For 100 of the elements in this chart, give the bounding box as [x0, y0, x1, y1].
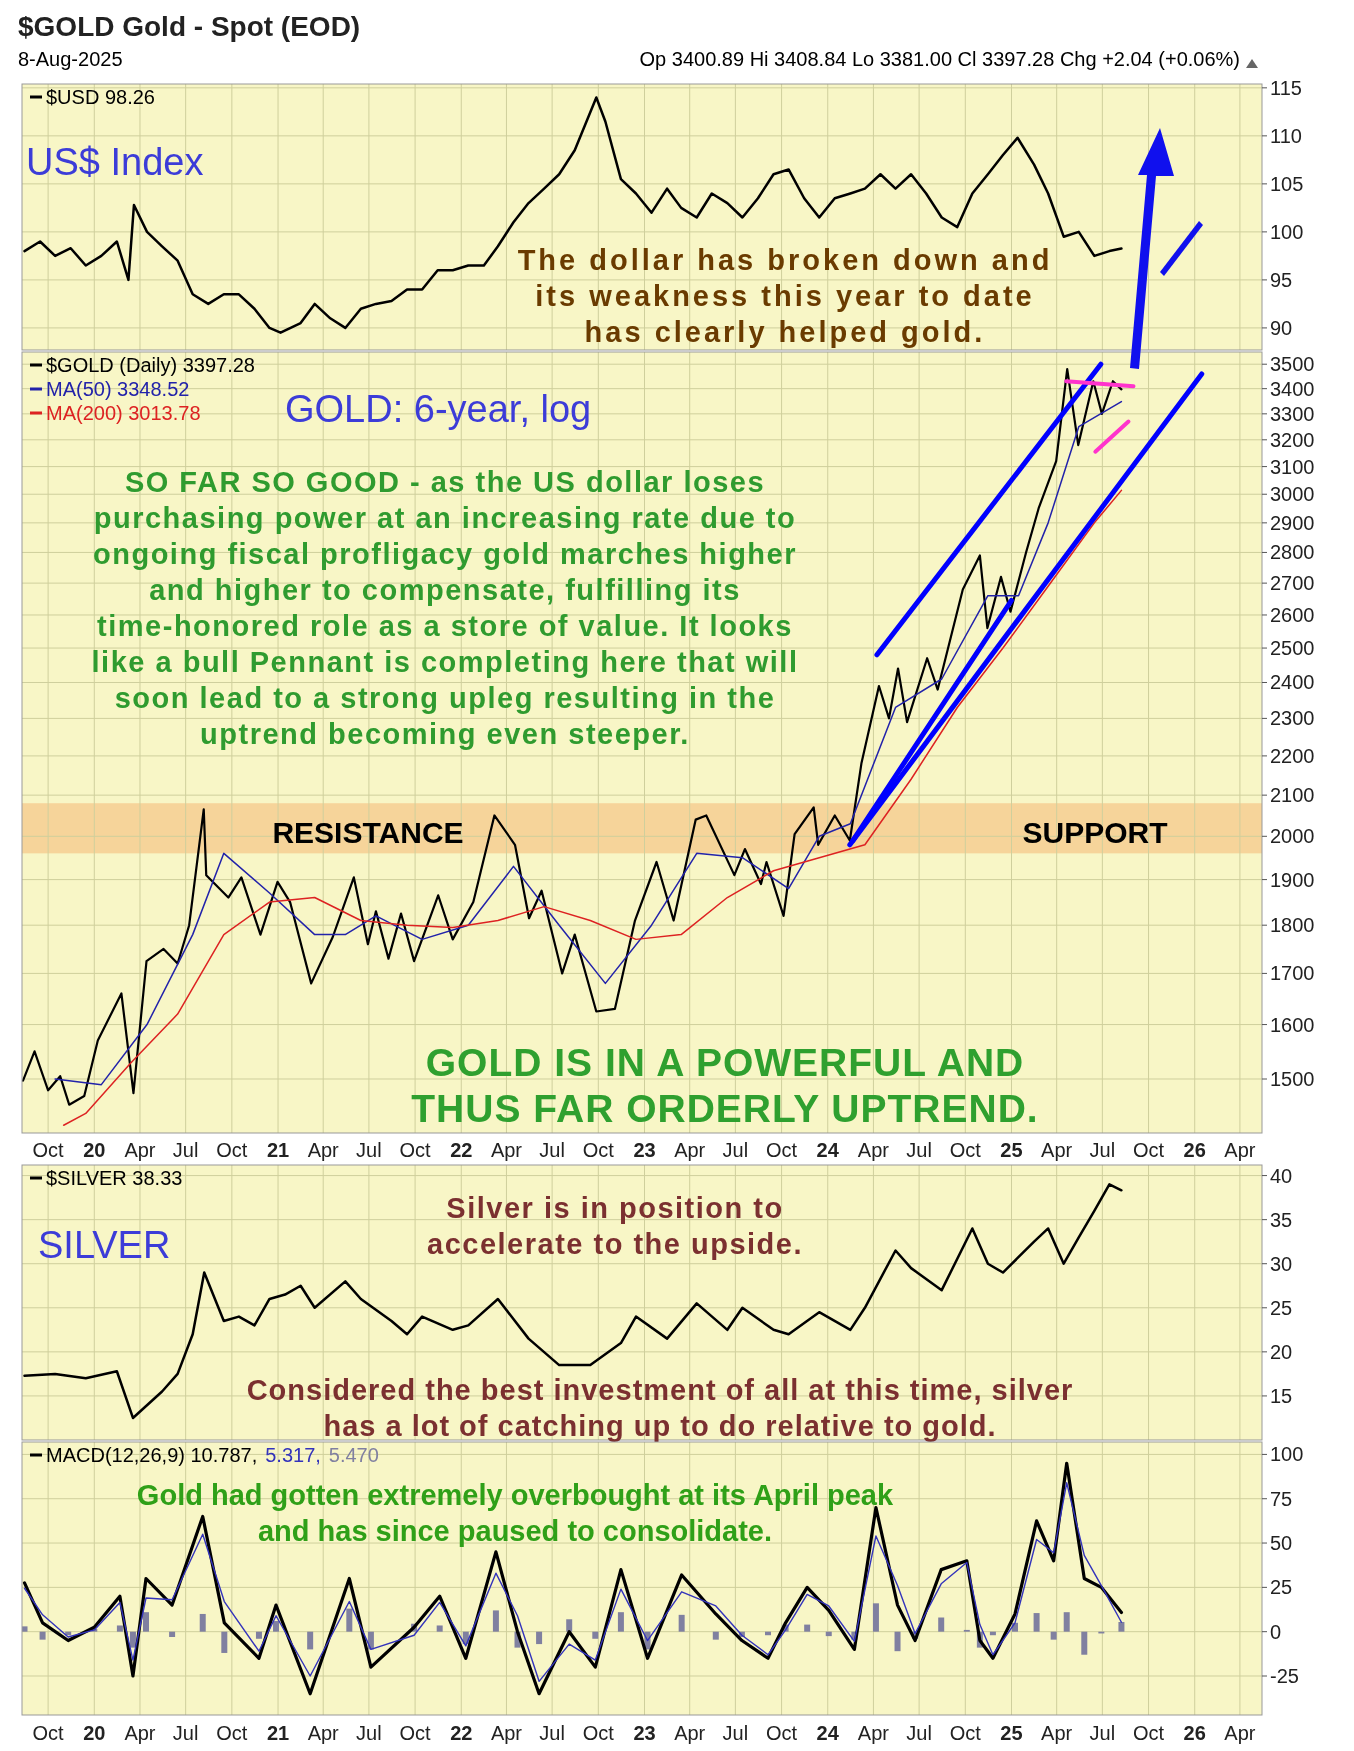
x-tick-label: Jul — [172, 1722, 199, 1744]
x-tick-label: Oct — [949, 1139, 982, 1161]
y-tick-label: 30 — [1270, 1252, 1293, 1275]
x-tick-label: Apr — [490, 1139, 523, 1161]
x-tick-label: Oct — [399, 1139, 432, 1161]
x-tick-label: 24 — [816, 1722, 840, 1744]
x-tick-label: 26 — [1183, 1722, 1206, 1744]
x-tick-label: Apr — [124, 1139, 156, 1161]
x-tick-label: Apr — [674, 1139, 706, 1161]
x-tick-label: 24 — [816, 1139, 840, 1161]
x-tick-label: Apr — [674, 1722, 706, 1744]
y-tick-label: 2500 — [1270, 637, 1315, 660]
y-tick-label: 90 — [1270, 316, 1293, 339]
y-tick-label: 110 — [1270, 124, 1302, 147]
y-tick-label: 2000 — [1270, 825, 1315, 848]
x-tick-label: 20 — [83, 1139, 106, 1161]
annotation: Gold had gotten extremely overbought at its April peak and has since paused to consolidate. — [136, 1479, 894, 1547]
x-tick-label: 23 — [633, 1139, 656, 1161]
y-tick-label: 50 — [1270, 1532, 1293, 1555]
y-tick-label: 2400 — [1270, 671, 1315, 694]
x-tick-label: 23 — [633, 1722, 656, 1744]
annotation: Considered the best investment of all at this time, silver has a lot of catching up to do relative to gold. — [246, 1374, 1074, 1442]
legend-label: MACD(12,26,9) 10.787, — [46, 1444, 258, 1466]
annotation: SILVER — [38, 1224, 171, 1266]
y-tick-label: 35 — [1270, 1208, 1293, 1231]
text: 8-Aug-2025 — [18, 48, 123, 70]
legend-label: MA(50) 3348.52 — [46, 378, 190, 400]
y-tick-label: 100 — [1270, 1443, 1304, 1466]
x-tick-label: 21 — [266, 1722, 290, 1744]
annotation: Silver is in position to accelerate to the upside. — [427, 1192, 803, 1260]
y-tick-label: 3200 — [1270, 428, 1315, 451]
x-tick-label: Apr — [857, 1139, 890, 1161]
x-tick-label: Apr — [307, 1139, 340, 1161]
y-tick-label: 2700 — [1270, 572, 1315, 595]
y-tick-label: 2200 — [1270, 744, 1315, 767]
y-tick-label: 20 — [1270, 1340, 1293, 1363]
y-tick-label: 75 — [1270, 1487, 1293, 1510]
text: 5.317, — [265, 1444, 321, 1466]
x-tick-label: Oct — [216, 1722, 248, 1744]
y-tick-label: -25 — [1270, 1665, 1299, 1687]
x-tick-label: Apr — [857, 1722, 890, 1744]
y-tick-label: 0 — [1270, 1620, 1282, 1643]
x-tick-label: Jul — [722, 1139, 749, 1161]
annotation: The dollar has broken down and its weakness this year to date has clearly helped gold. — [517, 244, 1053, 348]
annotation: GOLD IS IN A POWERFUL AND THUS FAR ORDERLY UPTREND. — [411, 1041, 1039, 1130]
y-tick-label: 1900 — [1270, 868, 1315, 891]
x-tick-label: Jul — [906, 1722, 932, 1744]
x-tick-label: Jul — [356, 1722, 382, 1744]
x-tick-label: 25 — [1000, 1722, 1023, 1744]
y-tick-label: 2100 — [1270, 784, 1315, 807]
chart-title: $GOLD Gold - Spot (EOD) — [18, 11, 361, 42]
x-tick-label: Jul — [539, 1722, 565, 1744]
x-tick-label: Oct — [766, 1139, 798, 1161]
x-tick-label: Apr — [1224, 1722, 1256, 1744]
y-tick-label: 95 — [1270, 268, 1293, 291]
x-tick-label: Apr — [1224, 1139, 1256, 1161]
legend-label: $USD 98.26 — [46, 86, 155, 108]
annotation: SO FAR SO GOOD - as the US dollar loses purchasing power at an increasing rate due to ongoing fiscal profligacy gold marches higher and higher to compensate, fulfilling its time-honored role as a store of value. It looks like a bull Pennant is completing here that will soon lead to a strong upleg resulting in the uptrend becoming even steeper. — [91, 466, 799, 750]
x-tick-label: Oct — [766, 1722, 798, 1744]
x-tick-label: Oct — [949, 1722, 982, 1744]
annotation: RESISTANCE — [272, 816, 464, 849]
x-tick-label: Oct — [216, 1139, 248, 1161]
x-tick-label: Oct — [582, 1139, 615, 1161]
y-tick-label: 105 — [1270, 172, 1304, 195]
y-tick-label: 1800 — [1270, 914, 1315, 937]
text: 5.470 — [328, 1444, 379, 1466]
annotation: GOLD: 6-year, log — [285, 388, 592, 430]
y-tick-label: 2900 — [1270, 511, 1315, 534]
y-tick-label: 40 — [1270, 1164, 1293, 1187]
x-tick-label: Oct — [32, 1722, 65, 1744]
y-tick-label: 3500 — [1270, 353, 1315, 376]
y-tick-label: 3400 — [1270, 377, 1315, 400]
annotation: US$ Index — [26, 141, 204, 183]
y-tick-label: 2800 — [1270, 541, 1315, 564]
y-tick-label: 1700 — [1270, 962, 1315, 985]
x-tick-label: Jul — [356, 1139, 382, 1161]
x-tick-label: Jul — [722, 1722, 749, 1744]
y-tick-label: 15 — [1270, 1384, 1293, 1407]
annotation: SUPPORT — [1022, 816, 1168, 849]
x-tick-label: 22 — [450, 1139, 473, 1161]
x-tick-label: Apr — [490, 1722, 523, 1744]
x-tick-label: Oct — [582, 1722, 615, 1744]
x-tick-label: Jul — [172, 1139, 199, 1161]
y-tick-label: 25 — [1270, 1296, 1293, 1319]
x-tick-label: 26 — [1183, 1139, 1206, 1161]
x-tick-label: Jul — [539, 1139, 565, 1161]
y-tick-label: 1600 — [1270, 1013, 1315, 1036]
text: Op 3400.89 Hi 3408.84 Lo 3381.00 Cl 3397.28 Chg +2.04 (+0.06%) — [639, 48, 1240, 70]
x-tick-label: Apr — [307, 1722, 340, 1744]
x-tick-label: Oct — [32, 1139, 65, 1161]
y-tick-label: 2600 — [1270, 603, 1315, 626]
legend-label: $GOLD (Daily) 3397.28 — [46, 354, 255, 376]
x-tick-label: Jul — [906, 1139, 932, 1161]
y-tick-label: 3000 — [1270, 483, 1315, 506]
x-tick-label: 20 — [83, 1722, 106, 1744]
x-tick-label: 21 — [266, 1139, 290, 1161]
x-tick-label: Oct — [1132, 1722, 1165, 1744]
x-tick-label: 22 — [450, 1722, 473, 1744]
y-tick-label: 115 — [1270, 76, 1302, 99]
y-tick-label: 25 — [1270, 1576, 1293, 1599]
